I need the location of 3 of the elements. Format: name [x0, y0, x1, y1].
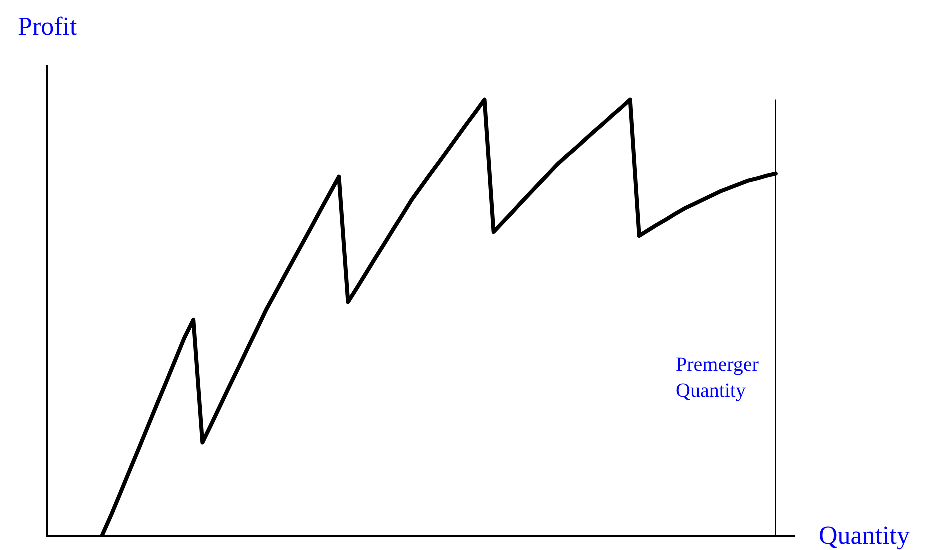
y-axis-title: Profit — [18, 12, 78, 41]
text: Premerger Quantity — [676, 354, 759, 402]
x-axis-title: Quantity — [819, 521, 910, 550]
